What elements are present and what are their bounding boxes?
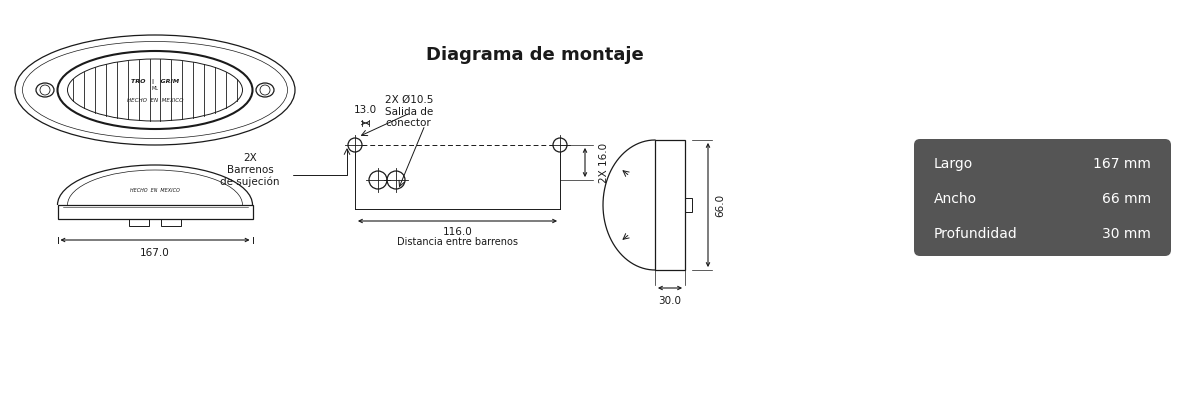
Text: 30.0: 30.0: [659, 296, 682, 306]
Bar: [58, 205, 252, 219]
Text: HECHO  EN  MEXICO: HECHO EN MEXICO: [130, 188, 180, 192]
FancyBboxPatch shape: [914, 139, 1171, 256]
Text: 66.0: 66.0: [715, 194, 725, 216]
Text: 2X
Barrenos
de sujeción: 2X Barrenos de sujeción: [221, 153, 280, 187]
Bar: [161, 219, 181, 226]
Text: HECHO  EN  MEXICO: HECHO EN MEXICO: [127, 98, 184, 102]
Bar: [655, 140, 685, 270]
Text: Distancia entre barrenos: Distancia entre barrenos: [397, 237, 518, 247]
Text: ML: ML: [151, 86, 158, 92]
Text: 167 mm: 167 mm: [1093, 157, 1151, 171]
Text: 2X Ø10.5
Salida de
conector: 2X Ø10.5 Salida de conector: [385, 95, 433, 128]
Text: Profundidad: Profundidad: [934, 227, 1018, 241]
Text: 66 mm: 66 mm: [1102, 192, 1151, 206]
Text: Diagrama de montaje: Diagrama de montaje: [426, 46, 644, 64]
Text: 167.0: 167.0: [140, 248, 170, 258]
Text: 30 mm: 30 mm: [1102, 227, 1151, 241]
Text: TRO   |   GRIM: TRO | GRIM: [131, 80, 179, 84]
Text: Largo: Largo: [934, 157, 973, 171]
Bar: [685, 198, 692, 212]
Text: 13.0: 13.0: [354, 105, 377, 115]
Text: Ancho: Ancho: [934, 192, 977, 206]
Bar: [130, 219, 149, 226]
Text: 2X 16.0: 2X 16.0: [599, 142, 610, 182]
Text: 116.0: 116.0: [443, 227, 473, 237]
